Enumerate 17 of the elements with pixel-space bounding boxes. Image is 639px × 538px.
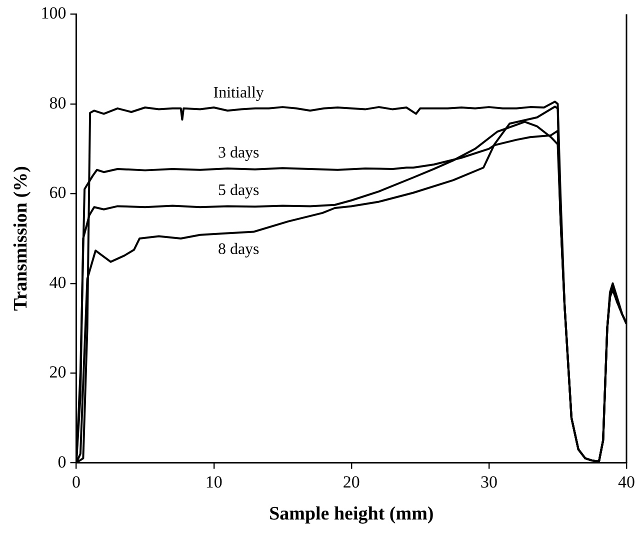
y-tick-label: 80: [49, 93, 66, 112]
y-tick-label: 40: [49, 272, 66, 292]
y-tick-label: 100: [40, 4, 66, 23]
x-tick-label: 20: [342, 472, 360, 492]
x-tick-label: 30: [480, 472, 498, 492]
x-tick-label: 10: [205, 472, 222, 492]
x-tick-label: 40: [618, 472, 635, 492]
y-tick-label: 0: [58, 452, 66, 472]
y-tick-label: 20: [49, 362, 66, 382]
x-tick-label: 0: [72, 472, 81, 492]
y-axis-title: Transmission (%): [10, 166, 32, 311]
y-tick-label: 60: [49, 183, 66, 202]
series-label: 5 days: [218, 182, 260, 199]
series-label: 8 days: [218, 240, 260, 258]
series-label: Initially: [213, 84, 264, 102]
x-axis-title: Sample height (mm): [269, 504, 434, 525]
series-label: 3 days: [218, 144, 260, 162]
